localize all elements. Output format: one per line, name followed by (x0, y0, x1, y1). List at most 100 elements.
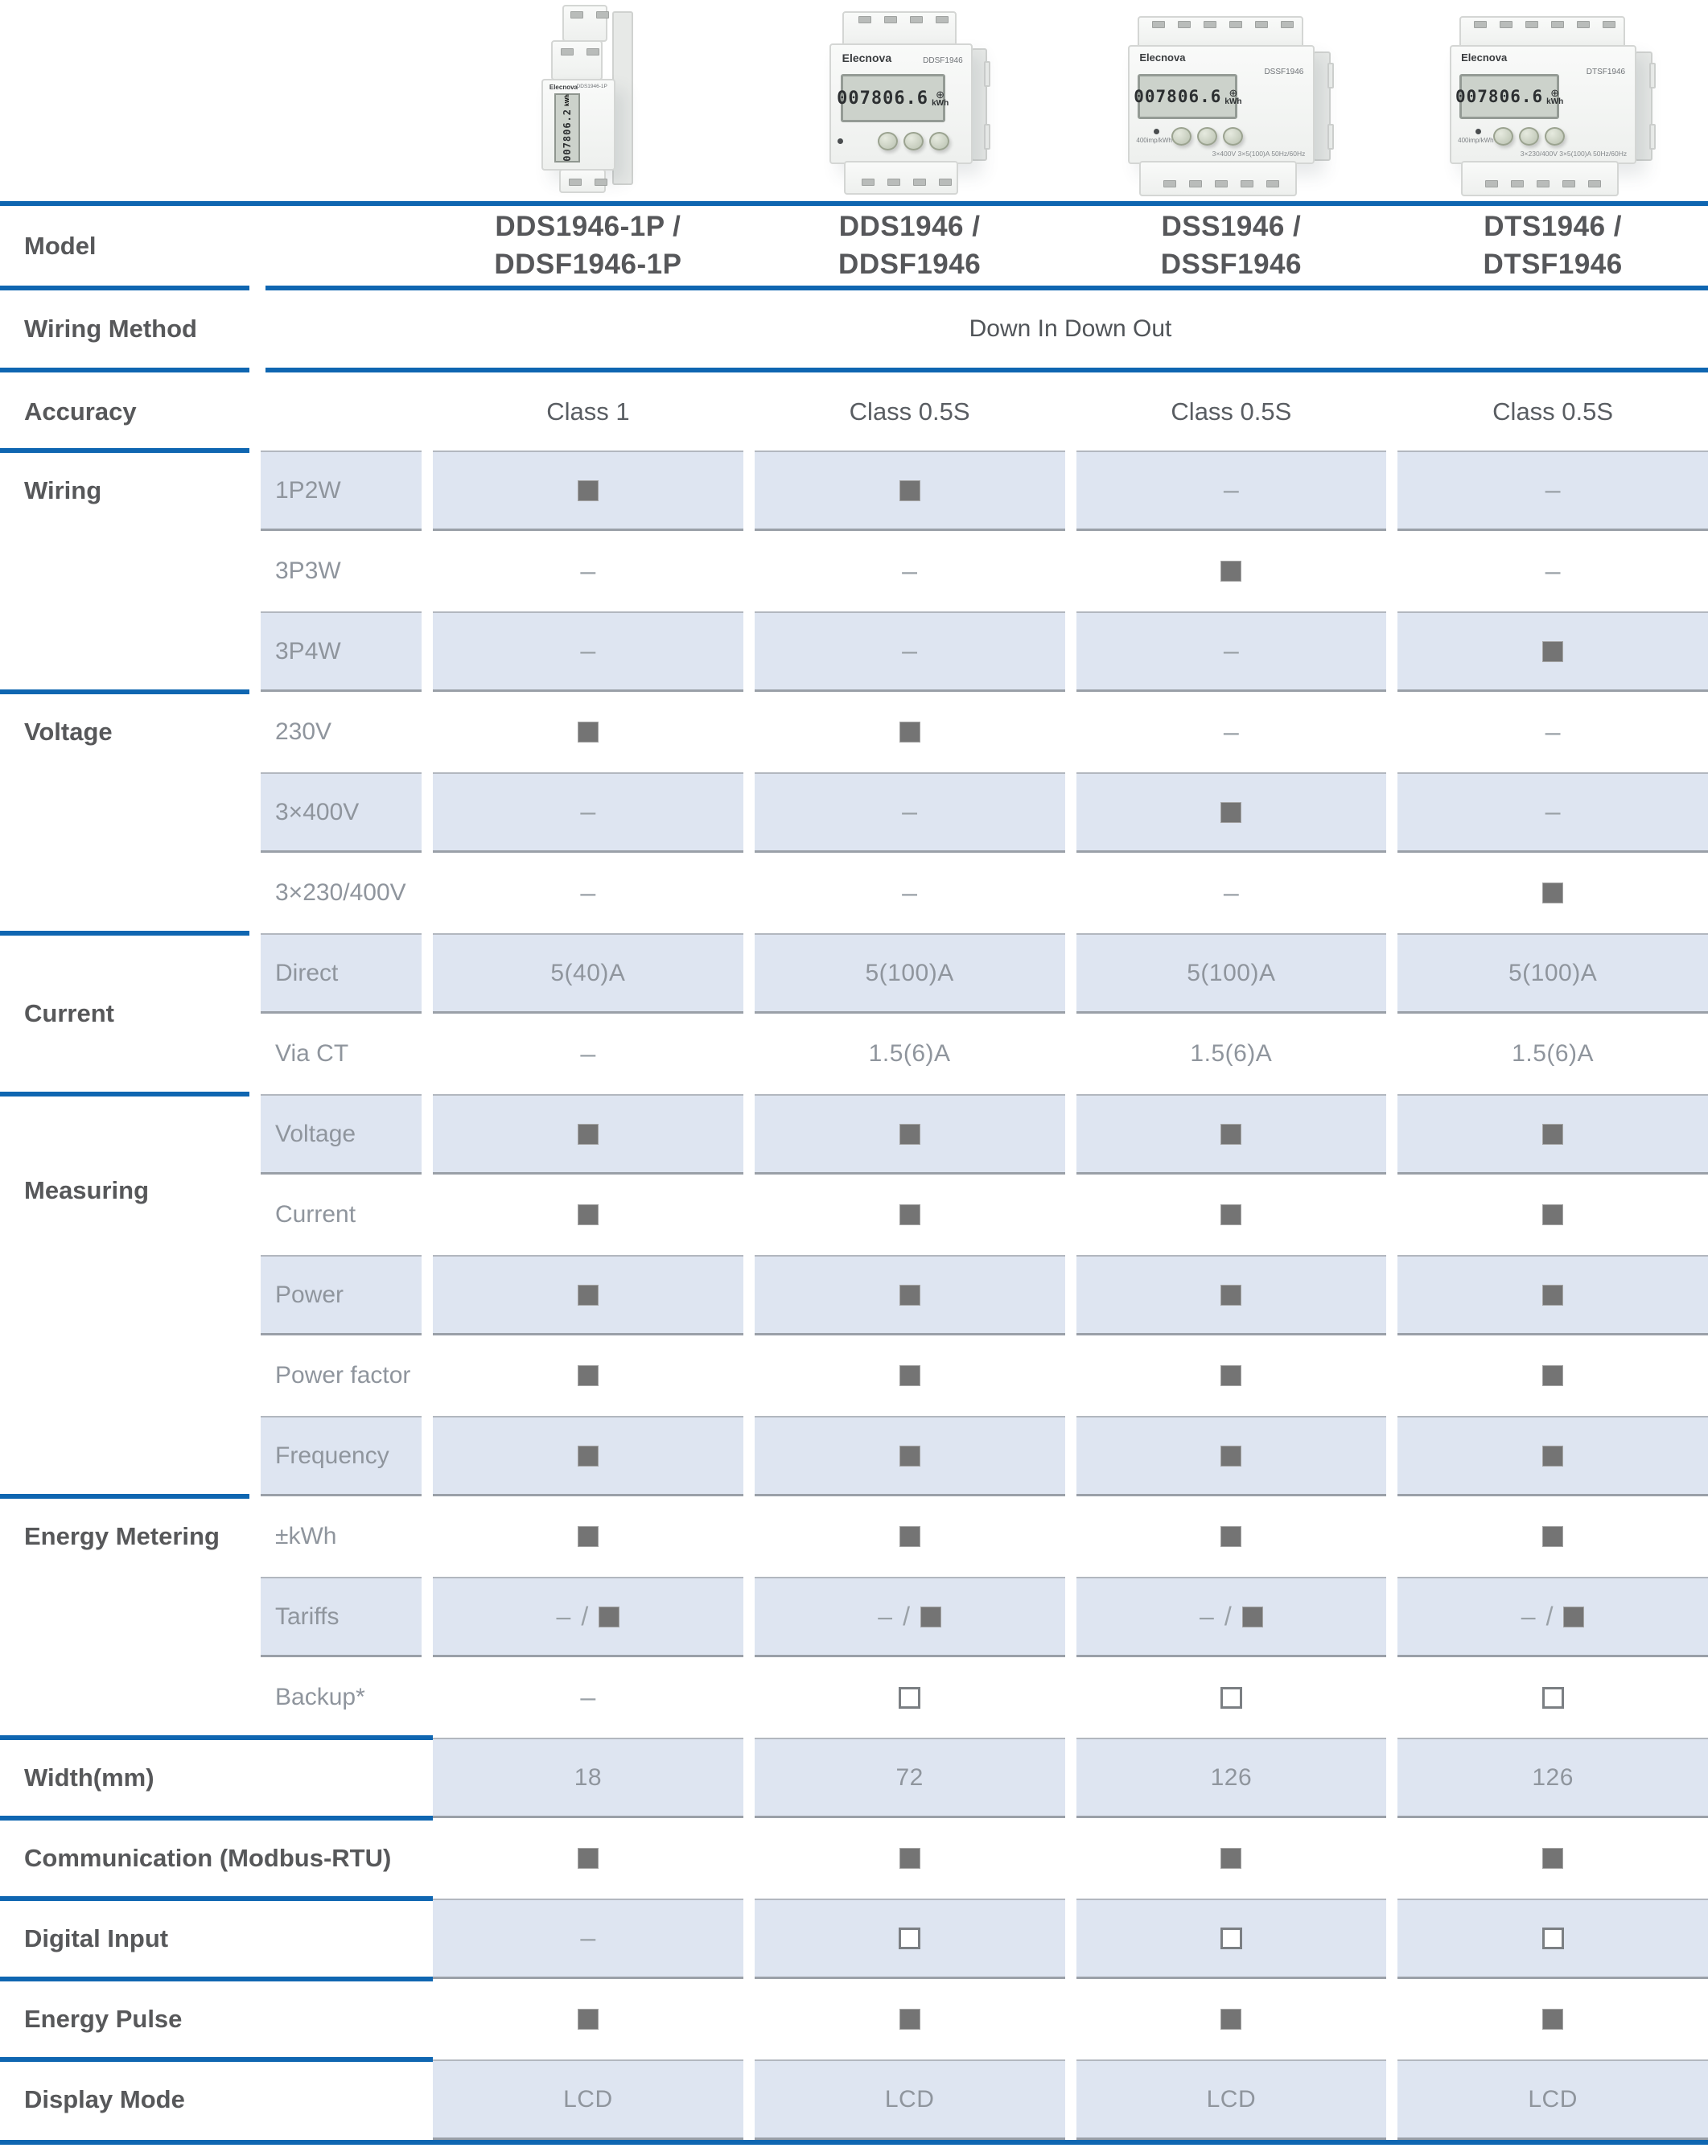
filled-square-icon (577, 2009, 599, 2030)
terminal-slot-icon (1152, 21, 1166, 28)
sub-row-label: 1P2W (261, 451, 422, 531)
spec-cell: – (1397, 692, 1708, 772)
spec-cell (433, 692, 743, 772)
spec-cell: 126 (1076, 1738, 1387, 1818)
table-row: Communication (Modbus-RTU) (0, 1816, 1708, 1899)
filled-square-icon (899, 1848, 920, 1869)
cell-value: 5(100)A (1187, 959, 1276, 986)
sub-row-label: Via CT (275, 1040, 349, 1067)
table-row: Via CT – 1.5(6)A 1.5(6)A 1.5(6)A (0, 1014, 1708, 1094)
product-image-2: Elecnova DDSF1946 007806.6 ⊕ kWh (755, 0, 1065, 201)
sub-row-label: 3P3W (275, 558, 341, 584)
table-row: Direct 5(40)A 5(100)A 5(100)A 5(100)A (0, 933, 1708, 1014)
spec-cell (1076, 772, 1387, 853)
lcd-unit: kWh (1546, 97, 1564, 106)
filled-square-icon (920, 1606, 941, 1627)
meter-body: Elecnova DDS1946-1P 007806.2 kWh (541, 79, 615, 171)
meter-button (1519, 127, 1540, 146)
product-image-1: Elecnova DDS1946-1P 007806.2 kWh (433, 0, 743, 201)
cell-value: LCD (1206, 2085, 1257, 2113)
cell-tariffs: – / (557, 1602, 620, 1631)
spec-cell (755, 1979, 1065, 2059)
spec-cell: LCD (1397, 2059, 1708, 2140)
din-tab (1327, 63, 1335, 88)
filled-square-icon (1542, 1526, 1564, 1547)
face-model-label: DDSF1946 (923, 56, 963, 65)
meter-button (928, 132, 949, 150)
terminal-slot-icon (1266, 180, 1280, 187)
spec-cell: 126 (1397, 1738, 1708, 1818)
terminal-slot-icon (935, 16, 949, 23)
terminal-slot-icon (1588, 180, 1602, 187)
terminal-slot-icon (595, 11, 609, 19)
terminal-slots (568, 179, 607, 186)
terminal-slots (858, 16, 949, 23)
product-image-3: Elecnova DSSF1946 007806.6 ⊕ kWh 400imp/kWh 3×… (1076, 0, 1387, 201)
spec-cell: – (433, 1014, 743, 1094)
filled-square-icon (899, 1204, 920, 1225)
dash-glyph: – (580, 796, 596, 827)
model-name-1: DDS1946-1P / DDSF1946-1P (433, 206, 743, 286)
filled-square-icon (1220, 1365, 1242, 1386)
spec-cell: – (1397, 531, 1708, 611)
model-name-line: DDS1946-1P / (495, 211, 681, 243)
cell-value: 5(100)A (865, 959, 954, 986)
terminal-step-top (562, 5, 607, 42)
lcd-value: 007806.6 (1134, 87, 1222, 106)
dash-glyph: – (580, 1923, 596, 1953)
terminal-slots (1152, 21, 1294, 28)
spec-cell (1397, 1979, 1708, 2059)
terminal-slot-icon (883, 16, 897, 23)
cell-value: LCD (884, 2085, 935, 2113)
terminal-block-top (1459, 16, 1626, 50)
cell-value: 1.5(6)A (1512, 1040, 1595, 1067)
filled-square-icon (899, 1526, 920, 1547)
spec-cell (1076, 1255, 1387, 1335)
filled-square-icon (899, 1123, 920, 1145)
bottom-row-label: Communication (Modbus-RTU) (24, 1844, 392, 1872)
filled-square-icon (899, 1365, 920, 1386)
sub-row-label: Voltage (261, 1094, 422, 1175)
dash-glyph: – (580, 555, 596, 586)
empty-square-icon (899, 1686, 921, 1709)
dash-glyph: – (1223, 475, 1239, 505)
spec-cell (1397, 853, 1708, 933)
terminal-slot-icon (1577, 21, 1591, 28)
accuracy-value-1: Class 1 (546, 397, 630, 426)
spec-cell: – (1076, 451, 1387, 531)
terminal-slot-icon (909, 16, 923, 23)
lcd-unit-block: ⊕ kWh (932, 89, 949, 108)
wiring-method-value: Down In Down Out (969, 315, 1172, 342)
terminal-slot-icon (1603, 21, 1616, 28)
meter-drawing: Elecnova DTSF1946 007806.6 ⊕ kWh 400imp/kWh 3×… (1450, 16, 1657, 196)
slash-glyph: / (581, 1602, 589, 1631)
empty-square-icon (1541, 1928, 1564, 1949)
section-current: Current Direct 5(40)A 5(100)A 5(100)A 5(100)A… (0, 931, 1708, 1094)
section-measuring: Measuring Voltage Current Power Power factor… (0, 1092, 1708, 1496)
filled-square-icon (899, 722, 920, 743)
brand-logo: Elecnova (1461, 51, 1508, 64)
spec-cell (1076, 1416, 1387, 1496)
cell-value: LCD (563, 2085, 613, 2113)
terminal-slot-icon (1204, 21, 1217, 28)
filled-square-icon (899, 1445, 920, 1467)
terminal-slot-icon (1551, 21, 1565, 28)
spec-cell: 5(40)A (433, 933, 743, 1014)
meter-button (1223, 127, 1244, 146)
meter-drawing: Elecnova DDS1946-1P 007806.2 kWh (535, 5, 641, 196)
accuracy-value-2: Class 0.5S (849, 397, 970, 426)
spec-cell (433, 451, 743, 531)
terminal-slot-icon (1189, 180, 1203, 187)
terminal-slot-icon (858, 16, 871, 23)
table-row: Tariffs – / – / – / – / (0, 1577, 1708, 1657)
circle-plus-icon: ⊕ (936, 88, 945, 101)
divider-top (0, 201, 1708, 206)
terminal-slot-icon (887, 179, 900, 186)
spec-cell (755, 1818, 1065, 1899)
dash-glyph: – (902, 877, 918, 908)
spec-cell (755, 1496, 1065, 1577)
spec-cell: 1.5(6)A (1397, 1014, 1708, 1094)
imp-rate-text: 400imp/kWh (1458, 137, 1494, 144)
meter-button (1545, 127, 1566, 146)
